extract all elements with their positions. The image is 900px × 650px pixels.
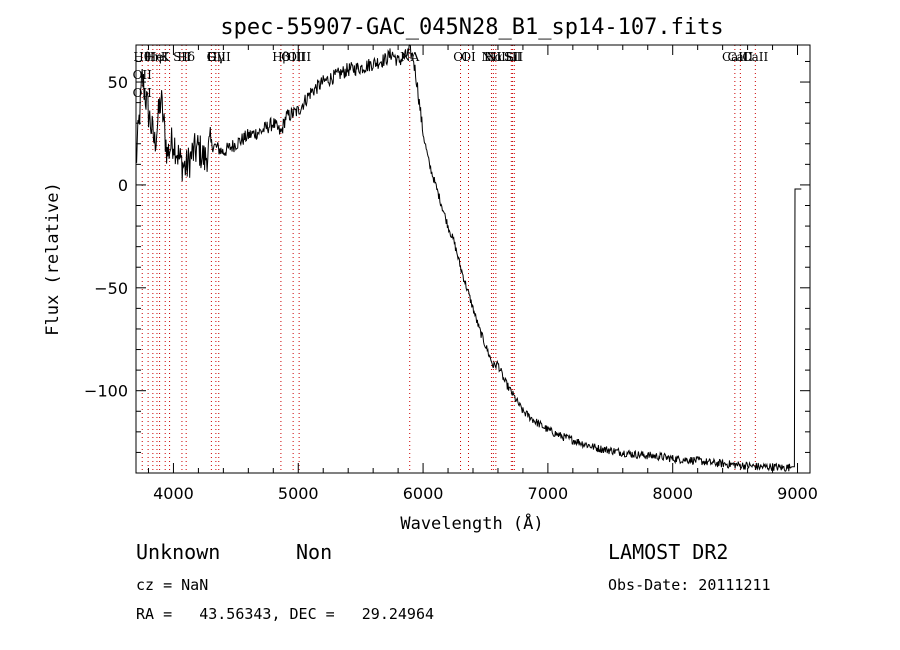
x-tick-label: 8000: [652, 484, 693, 503]
line-label: OII: [133, 86, 153, 100]
line-label: Hγ: [207, 50, 225, 64]
line-label: Hδ: [177, 50, 195, 64]
line-label: Li: [505, 50, 517, 64]
emission-line-markers: [141, 45, 756, 473]
line-label: Hβ: [272, 50, 289, 64]
y-tick-label: −50: [94, 279, 128, 298]
line-label: SII: [504, 50, 522, 64]
line-label: CaII: [727, 50, 753, 64]
line-label: NII: [481, 50, 501, 64]
y-tick-label: −100: [84, 382, 128, 401]
line-label: G: [207, 50, 217, 64]
x-tick-label: 9000: [777, 484, 818, 503]
x-axis-label: Wavelength (Å): [400, 512, 543, 534]
y-tick-label: 0: [118, 176, 128, 195]
line-label: OIII: [287, 50, 311, 64]
chart-title: spec-55907-GAC_045N28_B1_sp14-107.fits: [220, 15, 723, 40]
line-label: OIII: [207, 50, 231, 64]
line-label: OI: [461, 50, 476, 64]
x-tick-label: 6000: [403, 484, 444, 503]
redshift-label: cz = NaN: [136, 576, 208, 594]
survey-label: LAMOST DR2: [608, 540, 728, 564]
line-label: OIII: [281, 50, 305, 64]
line-label: NII: [486, 50, 506, 64]
spectrum-series: [135, 44, 802, 472]
line-label: OI: [453, 50, 468, 64]
obs-date-label: Obs-Date: 20111211: [608, 576, 771, 594]
x-tick-label: 4000: [153, 484, 194, 503]
y-axis-label: Flux (relative): [43, 182, 63, 336]
x-tick-label: 7000: [528, 484, 569, 503]
line-label: SII: [173, 50, 191, 64]
line-label: K: [161, 50, 171, 64]
line-label: SII: [505, 50, 523, 64]
line-label: Hη: [144, 50, 162, 64]
coordinates-label: RA = 43.56343, DEC = 29.24964: [136, 605, 434, 623]
line-label: Hθ: [133, 50, 151, 64]
classification-label: Unknown: [136, 540, 220, 564]
axis-ticks: 4000 5000 6000 7000 8000 9000 50 0 −50 −100: [84, 45, 818, 503]
line-label: CaII: [742, 50, 768, 64]
y-tick-label: 50: [108, 73, 128, 92]
line-label: HeI: [146, 50, 169, 64]
plot-frame: [135, 44, 811, 474]
subclass-label: Non: [296, 540, 332, 564]
line-label: CaII: [722, 50, 748, 64]
x-tick-label: 5000: [278, 484, 319, 503]
line-label: Hα: [484, 50, 503, 64]
